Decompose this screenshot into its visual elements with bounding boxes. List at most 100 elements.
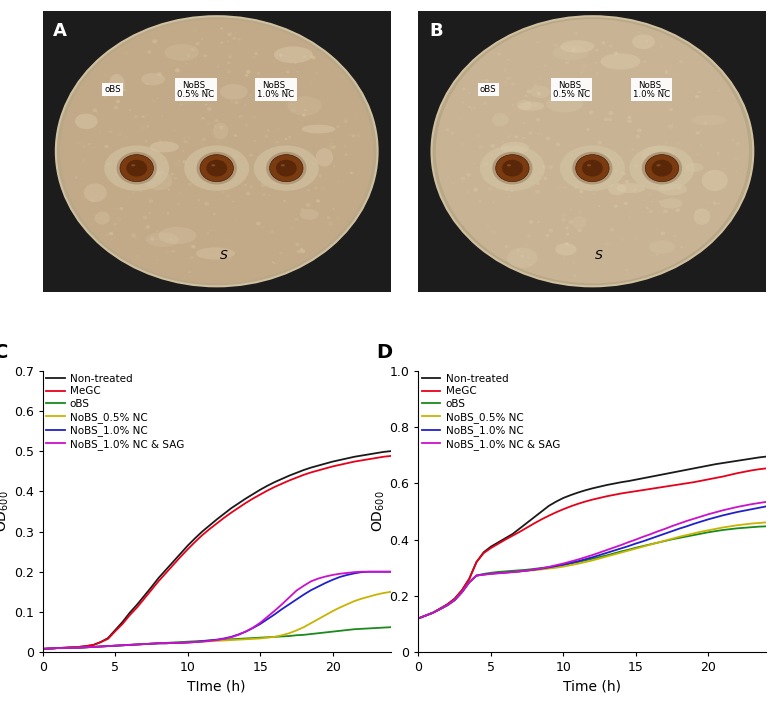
Non-treated	[53, 644, 62, 652]
MeGC	[314, 466, 323, 474]
Non-treated	[234, 499, 244, 508]
Circle shape	[675, 142, 680, 145]
Circle shape	[569, 31, 573, 35]
Circle shape	[653, 83, 656, 85]
Circle shape	[333, 166, 335, 167]
Circle shape	[265, 135, 268, 138]
Circle shape	[157, 176, 161, 179]
Circle shape	[657, 66, 661, 68]
Circle shape	[574, 186, 577, 189]
Circle shape	[651, 65, 653, 66]
Circle shape	[246, 192, 251, 195]
Circle shape	[106, 152, 110, 156]
NoBS_1.0% NC & SAG	[508, 568, 517, 577]
Circle shape	[541, 133, 543, 135]
Circle shape	[553, 246, 555, 247]
Circle shape	[482, 80, 484, 81]
Circle shape	[268, 130, 270, 131]
NoBS_0.5% NC	[457, 588, 467, 596]
NoBS_0.5% NC	[307, 619, 316, 627]
NoBS_1.0% NC	[755, 503, 764, 512]
NoBS_1.0% NC & SAG	[559, 559, 568, 568]
oBS	[631, 544, 640, 552]
Circle shape	[580, 203, 583, 205]
MeGC	[624, 488, 633, 496]
oBS	[661, 537, 670, 545]
NoBS_1.0% NC	[191, 638, 200, 646]
Non-treated	[191, 534, 200, 543]
Circle shape	[678, 60, 683, 63]
NoBS_1.0% NC	[183, 638, 192, 646]
Circle shape	[629, 216, 630, 218]
NoBS_1.0% NC	[386, 568, 395, 576]
Circle shape	[693, 183, 694, 184]
Circle shape	[458, 118, 461, 120]
oBS	[117, 641, 127, 649]
Circle shape	[229, 259, 231, 261]
Circle shape	[276, 128, 279, 130]
NoBS_0.5% NC	[263, 633, 272, 642]
Circle shape	[484, 180, 488, 183]
NoBS_0.5% NC	[357, 594, 366, 603]
Circle shape	[475, 140, 480, 143]
Circle shape	[701, 130, 702, 131]
Circle shape	[628, 126, 629, 127]
Circle shape	[203, 178, 205, 180]
Circle shape	[170, 144, 173, 146]
Circle shape	[316, 186, 317, 187]
Non-treated	[559, 493, 568, 502]
Circle shape	[508, 78, 511, 80]
NoBS_0.5% NC	[117, 641, 127, 649]
MeGC	[132, 603, 142, 612]
Circle shape	[271, 231, 274, 233]
NoBS_1.0% NC & SAG	[587, 551, 597, 559]
NoBS_1.0% NC & SAG	[747, 500, 756, 508]
Ellipse shape	[84, 183, 107, 202]
Ellipse shape	[572, 216, 587, 228]
Circle shape	[516, 161, 518, 163]
Circle shape	[151, 130, 152, 131]
NoBS_1.0% NC	[307, 586, 316, 594]
Circle shape	[104, 74, 108, 77]
Circle shape	[343, 119, 348, 123]
Circle shape	[345, 153, 348, 156]
Circle shape	[527, 234, 531, 238]
Non-treated	[328, 458, 338, 466]
MeGC	[183, 545, 192, 553]
Non-treated	[537, 507, 546, 515]
NoBS_1.0% NC	[696, 517, 706, 526]
Circle shape	[310, 138, 311, 139]
NoBS_0.5% NC	[328, 607, 338, 615]
Circle shape	[254, 52, 258, 55]
oBS	[573, 558, 583, 566]
NoBS_0.5% NC	[501, 568, 510, 577]
Circle shape	[83, 146, 85, 147]
Circle shape	[512, 104, 513, 106]
NoBS_1.0% NC & SAG	[457, 588, 467, 596]
oBS	[191, 637, 200, 646]
Ellipse shape	[432, 16, 753, 286]
NoBS_1.0% NC	[248, 624, 258, 632]
Circle shape	[266, 152, 307, 185]
MeGC	[515, 527, 524, 536]
Circle shape	[529, 180, 534, 184]
Circle shape	[310, 110, 313, 112]
Circle shape	[199, 268, 200, 269]
Non-treated	[183, 541, 192, 550]
NoBS_1.0% NC & SAG	[328, 571, 338, 580]
NoBS_1.0% NC & SAG	[371, 568, 380, 576]
Non-treated	[67, 643, 76, 651]
Circle shape	[174, 177, 177, 180]
MeGC	[617, 489, 626, 498]
NoBS_1.0% NC & SAG	[479, 570, 489, 579]
Circle shape	[315, 145, 317, 147]
Circle shape	[527, 176, 530, 178]
Circle shape	[114, 89, 115, 90]
Ellipse shape	[281, 164, 285, 166]
Circle shape	[683, 130, 684, 131]
Circle shape	[572, 262, 575, 264]
Circle shape	[300, 250, 305, 253]
NoBS_1.0% NC & SAG	[450, 596, 459, 604]
NoBS_1.0% NC & SAG	[219, 634, 229, 643]
Ellipse shape	[300, 209, 319, 220]
